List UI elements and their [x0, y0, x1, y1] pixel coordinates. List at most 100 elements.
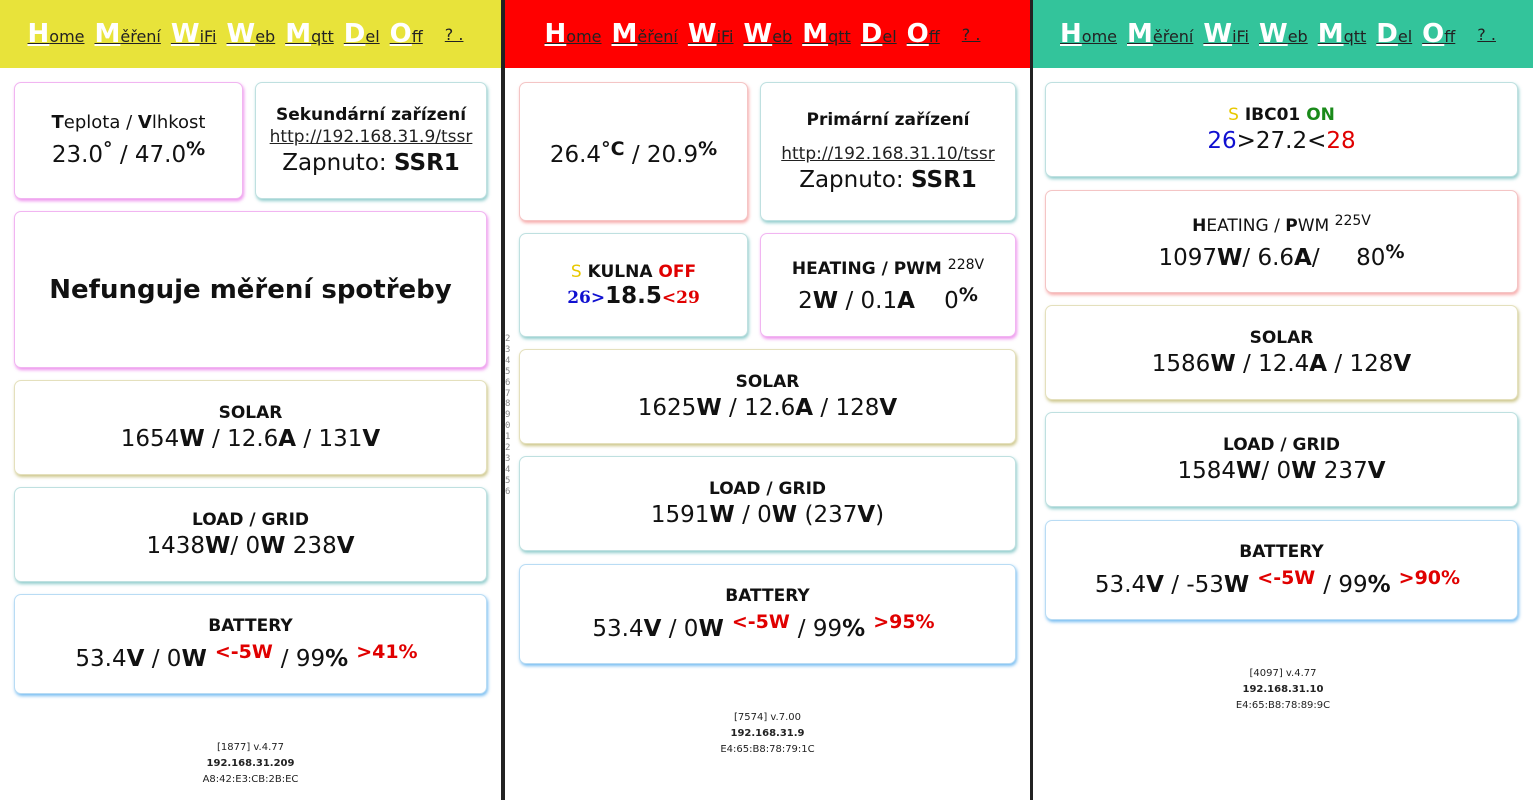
load-grid-title: LOAD / GRID: [191, 509, 310, 530]
ruler-digit: 9: [505, 410, 511, 421]
nav-link-mereni[interactable]: Měření: [94, 19, 161, 49]
nav-link-mereni[interactable]: Měření: [1127, 19, 1194, 49]
nav-link-wifi[interactable]: WiFi: [687, 19, 734, 49]
nav-link-del[interactable]: Del: [860, 19, 897, 49]
ibc-value: 26>27.2<28: [1207, 127, 1356, 154]
ruler-digit: 6: [505, 486, 511, 497]
secondary-device-status: Zapnuto: SSR1: [282, 149, 460, 176]
load-grid-card: LOAD / GRID 1591W / 0W (237V): [519, 456, 1016, 551]
nav-link-mqtt[interactable]: Mqtt: [1317, 19, 1367, 49]
ruler-digit: 8: [505, 399, 511, 410]
ruler-digit: 4: [505, 464, 511, 475]
device-ip: 192.168.31.209: [206, 758, 295, 769]
ruler-digit: 5: [505, 475, 511, 486]
nav-link-del[interactable]: Del: [343, 19, 380, 49]
measurement-error-card: Nefunguje měření spotřeby: [14, 211, 487, 368]
battery-card: BATTERY 53.4V / 0W <-5W/ 99% >95%: [519, 564, 1016, 664]
solar-title: SOLAR: [735, 371, 800, 392]
nav-link-web[interactable]: Web: [743, 19, 793, 49]
ruler-digit: 4: [505, 355, 511, 366]
battery-title: BATTERY: [208, 615, 293, 636]
device-mac: A8:42:E3:CB:2B:EC: [202, 774, 299, 785]
nav-bar: Home Měření WiFi Web Mqtt Del Off ? .: [1033, 0, 1533, 68]
device-footer: [7574] v.7.00 192.168.31.9 E4:65:B8:78:7…: [505, 710, 1030, 758]
device-id-version: [7574] v.7.00: [733, 712, 802, 723]
device-ip: 192.168.31.9: [730, 728, 805, 739]
device-panel-3: Home Měření WiFi Web Mqtt Del Off ? . S IBC01 O…: [1033, 0, 1533, 800]
ruler-digit: 6: [505, 377, 511, 388]
temp-card-title: Teplota / Vlhkost: [51, 111, 206, 133]
heating-title: HEATING / PWM 225V: [1192, 213, 1371, 236]
heating-pwm-card: HEATING / PWM 225V 1097W/ 6.6A/ 80%: [1045, 190, 1518, 293]
kulna-value: 26>18.5<29: [567, 283, 700, 309]
primary-device-link[interactable]: http://192.168.31.10/tssr: [781, 143, 995, 164]
nav-bar: Home Měření WiFi Web Mqtt Del Off ? .: [0, 0, 501, 68]
solar-title: SOLAR: [1249, 327, 1314, 348]
nav-link-off[interactable]: Off: [389, 19, 423, 49]
load-grid-value: 1584W/ 0W 237V: [1177, 457, 1386, 484]
nav-link-web[interactable]: Web: [1259, 19, 1308, 49]
nav-link-help[interactable]: ? .: [961, 24, 981, 44]
battery-title: BATTERY: [725, 585, 810, 606]
ruler-digit: 3: [505, 344, 511, 355]
ruler-digit: 5: [505, 366, 511, 377]
secondary-device-title: Sekundární zařízení: [275, 104, 467, 125]
device-footer: [4097] v.4.77 192.168.31.10 E4:65:B8:78:…: [1033, 666, 1533, 714]
solar-value: 1625W / 12.6A / 128V: [637, 394, 898, 421]
ruler-digit: 3: [505, 453, 511, 464]
secondary-device-card: Sekundární zařízení http://192.168.31.9/…: [255, 82, 487, 199]
nav-link-home[interactable]: Home: [1060, 19, 1117, 49]
nav-link-off[interactable]: Off: [1422, 19, 1456, 49]
ruler-digit: 2: [505, 334, 511, 344]
solar-value: 1586W / 12.4A / 128V: [1151, 350, 1412, 377]
temperature-humidity-card: Teplota / Vlhkost 23.0° / 47.0%: [14, 82, 243, 199]
nav-link-wifi[interactable]: WiFi: [1203, 19, 1249, 49]
primary-device-card: Primární zařízení http://192.168.31.10/t…: [760, 82, 1016, 221]
battery-card: BATTERY 53.4V / -53W <-5W/ 99% >90%: [1045, 520, 1518, 620]
nav-link-del[interactable]: Del: [1376, 19, 1413, 49]
nav-link-home[interactable]: Home: [544, 19, 602, 49]
battery-value: 53.4V / 0W <-5W/ 99% >41%: [75, 640, 418, 672]
load-grid-value: 1591W / 0W (237V): [650, 501, 885, 528]
nav-link-mereni[interactable]: Měření: [611, 19, 678, 49]
primary-device-status: Zapnuto: SSR1: [799, 166, 977, 193]
nav-link-mqtt[interactable]: Mqtt: [802, 19, 851, 49]
load-grid-card: LOAD / GRID 1438W/ 0W 238V: [14, 487, 487, 582]
load-grid-title: LOAD / GRID: [1222, 434, 1341, 455]
battery-card: BATTERY 53.4V / 0W <-5W/ 99% >41%: [14, 594, 487, 694]
nav-bar: Home Měření WiFi Web Mqtt Del Off ? .: [505, 0, 1030, 68]
ruler-digit: 1: [505, 432, 511, 443]
device-ip: 192.168.31.10: [1242, 684, 1324, 695]
battery-value: 53.4V / 0W <-5W/ 99% >95%: [592, 610, 935, 642]
nav-link-home[interactable]: Home: [27, 19, 85, 49]
nav-link-mqtt[interactable]: Mqtt: [285, 19, 334, 49]
ruler-digit: 2: [505, 443, 511, 454]
device-mac: E4:65:B8:78:89:9C: [1235, 700, 1331, 711]
temp-humidity-value: 23.0° / 47.0%: [51, 137, 206, 168]
nav-link-off[interactable]: Off: [906, 19, 940, 49]
solar-card: SOLAR 1654W / 12.6A / 131V: [14, 380, 487, 475]
kulna-sensor-card: S KULNA OFF 26>18.5<29: [519, 233, 748, 337]
ibc-sensor-card: S IBC01 ON 26>27.2<28: [1045, 82, 1518, 177]
battery-value: 53.4V / -53W <-5W/ 99% >90%: [1094, 566, 1461, 598]
panel-divider: [501, 0, 505, 800]
panel-divider: [1030, 0, 1033, 800]
ibc-title: S IBC01 ON: [1228, 104, 1335, 125]
nav-link-help[interactable]: ? .: [1477, 24, 1496, 44]
nav-link-help[interactable]: ? .: [444, 24, 464, 44]
temp-humidity-value: 26.4°C / 20.9%: [549, 137, 718, 168]
ruler-digit: 0: [505, 421, 511, 432]
measurement-error-message: Nefunguje měření spotřeby: [49, 274, 452, 305]
nav-link-wifi[interactable]: WiFi: [170, 19, 217, 49]
nav-link-web[interactable]: Web: [226, 19, 276, 49]
load-grid-card: LOAD / GRID 1584W/ 0W 237V: [1045, 412, 1518, 507]
device-footer: [1877] v.4.77 192.168.31.209 A8:42:E3:CB…: [0, 740, 501, 788]
device-id-version: [1877] v.4.77: [216, 742, 285, 753]
ruler-digit: 7: [505, 388, 511, 399]
heating-value: 1097W/ 6.6A/ 80%: [1158, 241, 1405, 271]
heating-pwm-card: HEATING / PWM 228V 2W / 0.1A 0%: [760, 233, 1016, 337]
secondary-device-link[interactable]: http://192.168.31.9/tssr: [269, 126, 473, 147]
solar-title: SOLAR: [218, 402, 283, 423]
